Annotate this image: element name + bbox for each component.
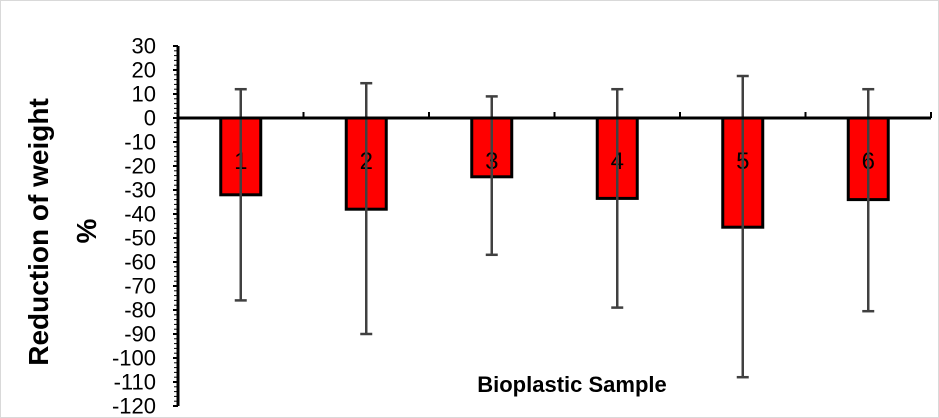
y-axis-title-line-2: %	[71, 218, 102, 243]
y-axis-title-line-1: Reduction of weight	[23, 98, 54, 366]
y-tick-label: -20	[124, 154, 156, 179]
y-axis-title: Reduction of weight %	[23, 98, 102, 366]
y-tick-label: 30	[132, 34, 156, 59]
error-bar-sample-5	[736, 74, 749, 379]
y-tick-label: -120	[112, 394, 156, 418]
y-tick-label: -70	[124, 274, 156, 299]
y-tick-label: 20	[132, 58, 156, 83]
error-bar-sample-4	[611, 87, 624, 309]
y-tick-label: -50	[124, 226, 156, 251]
y-tick-label: -40	[124, 202, 156, 227]
y-tick-label: -30	[124, 178, 156, 203]
error-bar-sample-6	[862, 87, 875, 313]
y-tick-label: -110	[114, 370, 156, 395]
error-bars	[234, 74, 875, 379]
y-tick-label: -10	[124, 130, 156, 155]
y-tick-label: 0	[144, 106, 156, 131]
y-tick-label: -90	[124, 322, 156, 347]
category-labels: 123456	[234, 148, 875, 175]
y-tick-label: -100	[112, 346, 156, 371]
x-axis-tick-marks	[302, 112, 932, 118]
y-axis-tick-labels: 3020100-10-20-30-40-50-60-70-80-90-100-1…	[112, 34, 178, 418]
y-tick-label: 10	[132, 82, 156, 107]
error-bar-sample-2	[360, 81, 373, 336]
y-tick-label: -80	[124, 298, 156, 323]
error-bar-sample-1	[234, 87, 247, 302]
x-axis-title: Bioplastic Sample	[477, 372, 667, 397]
error-bar-sample-3	[485, 95, 498, 257]
bars	[219, 116, 890, 229]
y-tick-label: -60	[124, 250, 156, 275]
